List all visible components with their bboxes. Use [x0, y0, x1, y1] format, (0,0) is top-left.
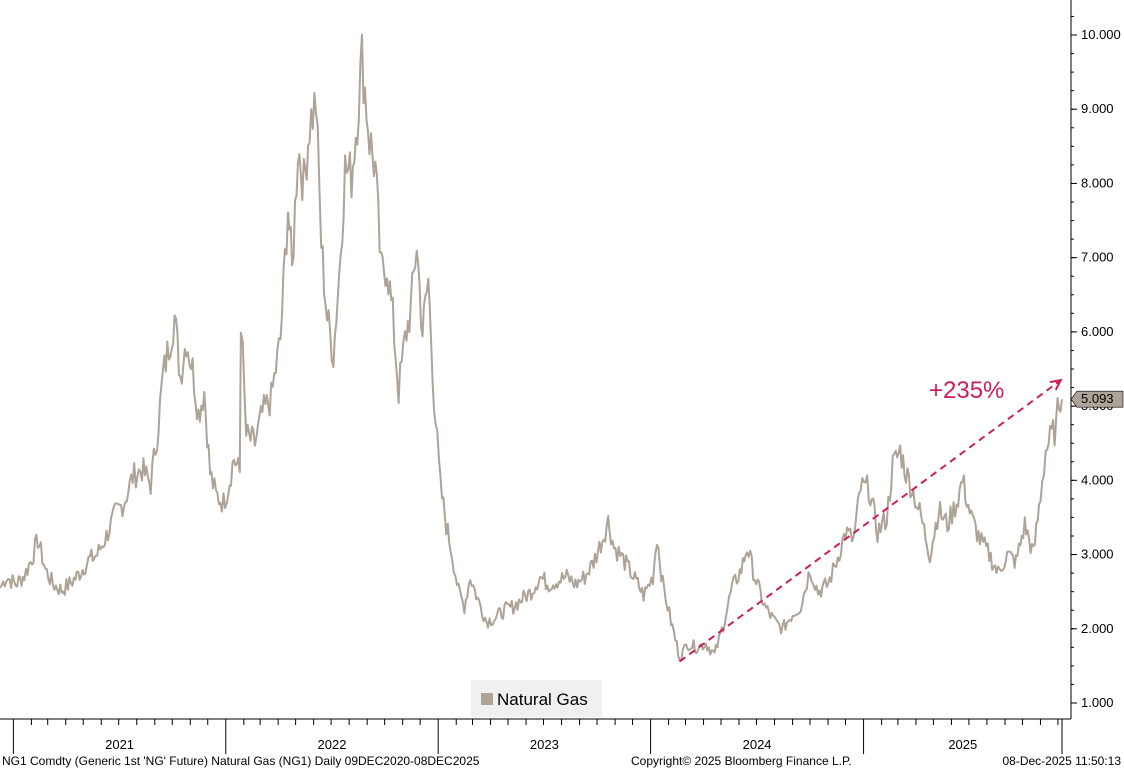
annotation-group: +235%	[679, 377, 1063, 663]
x-axis: 2021 2022 2023 2024 2025	[0, 718, 1071, 754]
footer-timestamp: 08-Dec-2025 11:50:13	[1002, 754, 1121, 768]
legend-label: Natural Gas	[497, 690, 588, 709]
x-tick-label: 2025	[948, 737, 977, 752]
last-value-box	[1070, 390, 1124, 408]
x-tick-label: 2023	[530, 737, 559, 752]
y-tick-label: 2.000	[1081, 621, 1114, 636]
y-tick-label: 8.000	[1081, 175, 1114, 190]
y-tick-label: 9.000	[1081, 101, 1114, 116]
y-tick-label: 1.000	[1081, 695, 1114, 710]
y-tick-label: 6.000	[1081, 324, 1114, 339]
trend-arrow-head	[1049, 378, 1063, 391]
y-tick-label: 7.000	[1081, 250, 1114, 265]
footer-source: NG1 Comdty (Generic 1st 'NG' Future) Nat…	[2, 754, 480, 768]
x-tick-label: 2022	[318, 737, 347, 752]
last-value-marker: 5.093	[1070, 390, 1124, 408]
legend-swatch	[481, 693, 493, 705]
annotation-label: +235%	[929, 377, 1004, 404]
trend-arrow-line	[679, 379, 1062, 663]
y-tick-label: 10.000	[1081, 27, 1121, 42]
y-tick-label: 3.000	[1081, 547, 1114, 562]
footer-copyright: Copyright© 2025 Bloomberg Finance L.P.	[631, 754, 852, 768]
x-tick-label: 2024	[743, 737, 772, 752]
x-tick-label: 2021	[105, 737, 134, 752]
y-axis: 1.0002.0003.0004.0005.0006.0007.0008.000…	[1070, 0, 1121, 719]
series-group: 5.093	[0, 33, 1124, 662]
series-line-natural-gas	[0, 33, 1063, 662]
legend: Natural Gas	[471, 680, 602, 717]
last-value-label: 5.093	[1081, 391, 1114, 406]
y-tick-label: 4.000	[1081, 472, 1114, 487]
